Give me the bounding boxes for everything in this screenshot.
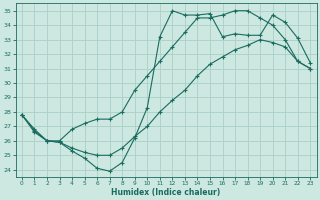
X-axis label: Humidex (Indice chaleur): Humidex (Indice chaleur) bbox=[111, 188, 221, 197]
